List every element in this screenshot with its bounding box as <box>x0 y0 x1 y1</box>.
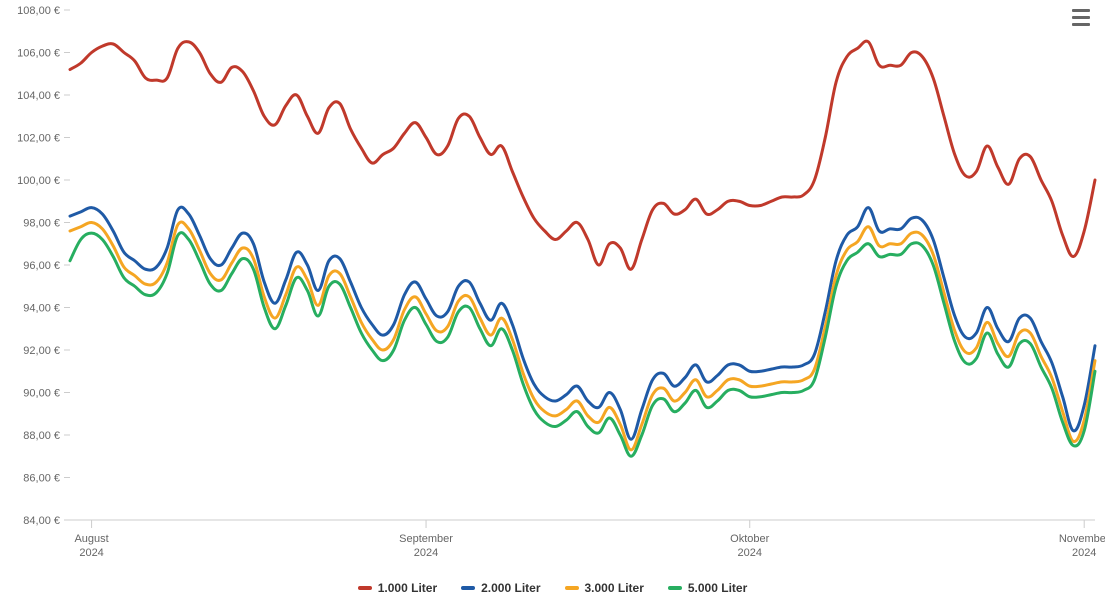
price-line-chart: 84,00 € 86,00 € 88,00 € 90,00 € 92,00 € 94,00… <box>0 0 1105 603</box>
legend-item[interactable]: 5.000 Liter <box>668 581 747 595</box>
legend-label: 5.000 Liter <box>688 581 747 595</box>
series-line <box>70 207 1095 439</box>
chart-canvas: 84,00 € 86,00 € 88,00 € 90,00 € 92,00 € 94,00… <box>0 0 1105 573</box>
legend-swatch <box>565 586 579 590</box>
x-tick-year: 2024 <box>414 547 438 559</box>
y-tick-label: 92,00 € <box>23 345 60 357</box>
y-tick-label: 88,00 € <box>23 430 60 442</box>
y-tick-label: 84,00 € <box>23 515 60 527</box>
x-tick-month: Oktober <box>730 533 769 545</box>
y-tick-label: 98,00 € <box>23 218 60 230</box>
x-tick-month: September <box>399 533 453 545</box>
legend-label: 1.000 Liter <box>378 581 437 595</box>
y-tick-label: 100,00 € <box>17 175 60 187</box>
legend-item[interactable]: 1.000 Liter <box>358 581 437 595</box>
x-tick-month: August <box>74 533 108 545</box>
y-tick-label: 104,00 € <box>17 90 60 102</box>
y-tick-label: 108,00 € <box>17 5 60 17</box>
legend-swatch <box>358 586 372 590</box>
y-tick-label: 90,00 € <box>23 388 60 400</box>
legend-label: 2.000 Liter <box>481 581 540 595</box>
y-tick-label: 94,00 € <box>23 303 60 315</box>
y-tick-label: 102,00 € <box>17 133 60 145</box>
legend-item[interactable]: 3.000 Liter <box>565 581 644 595</box>
x-tick-year: 2024 <box>79 547 103 559</box>
x-tick-year: 2024 <box>737 547 761 559</box>
legend-swatch <box>461 586 475 590</box>
series-line <box>70 41 1095 269</box>
x-tick-year: 2024 <box>1072 547 1096 559</box>
y-tick-label: 86,00 € <box>23 473 60 485</box>
legend-item[interactable]: 2.000 Liter <box>461 581 540 595</box>
chart-legend: 1.000 Liter 2.000 Liter 3.000 Liter 5.000 L… <box>0 581 1105 595</box>
y-tick-label: 96,00 € <box>23 260 60 272</box>
x-tick-month: November <box>1059 533 1105 545</box>
chart-menu-button[interactable] <box>1069 6 1093 28</box>
legend-label: 3.000 Liter <box>585 581 644 595</box>
y-tick-label: 106,00 € <box>17 48 60 60</box>
legend-swatch <box>668 586 682 590</box>
